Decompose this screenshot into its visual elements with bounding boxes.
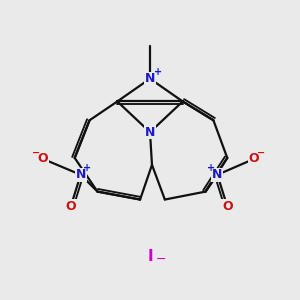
Text: +: + — [207, 163, 215, 173]
Text: N: N — [145, 126, 155, 139]
Text: +: + — [154, 67, 162, 77]
Text: I: I — [147, 248, 153, 263]
Text: −: − — [156, 253, 166, 266]
Text: N: N — [145, 72, 155, 85]
Text: +: + — [83, 163, 91, 173]
Text: −: − — [256, 147, 265, 158]
Text: O: O — [38, 152, 48, 165]
Text: N: N — [212, 168, 223, 181]
Text: O: O — [65, 200, 76, 213]
Text: −: − — [32, 147, 40, 158]
Text: O: O — [249, 152, 259, 165]
Text: N: N — [76, 168, 86, 181]
Text: O: O — [222, 200, 232, 213]
